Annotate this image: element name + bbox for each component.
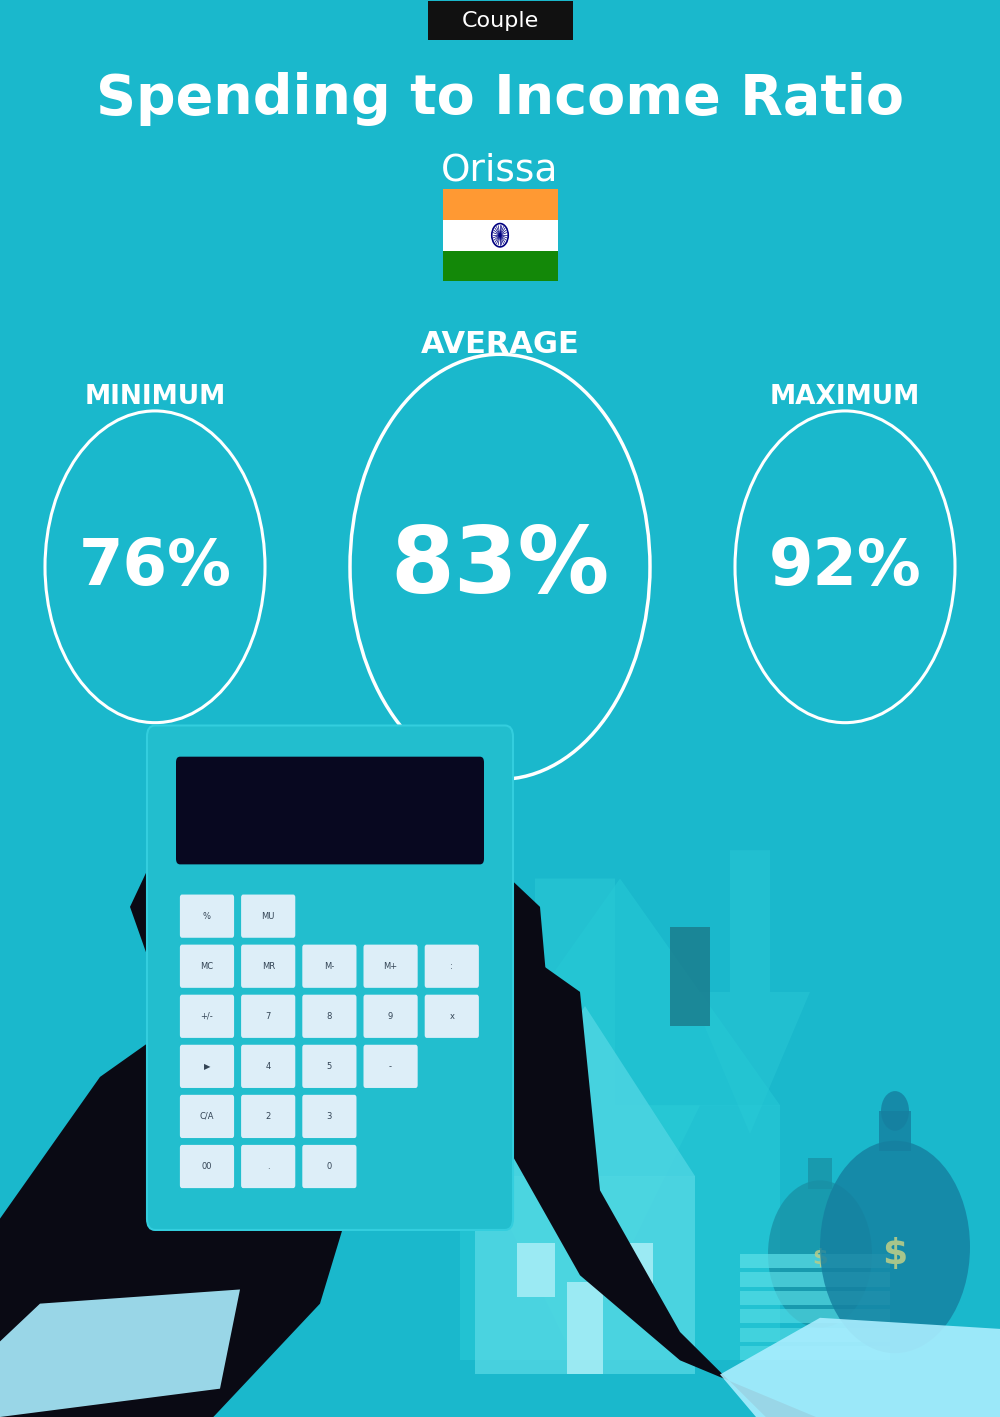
Bar bbox=[442, 251, 558, 281]
Text: 92%: 92% bbox=[769, 536, 921, 598]
Text: MAXIMUM: MAXIMUM bbox=[770, 384, 920, 410]
Polygon shape bbox=[720, 1318, 1000, 1417]
FancyBboxPatch shape bbox=[302, 1044, 356, 1088]
Text: $: $ bbox=[812, 1248, 828, 1268]
Text: x: x bbox=[449, 1012, 454, 1020]
Text: MU: MU bbox=[262, 911, 275, 921]
FancyBboxPatch shape bbox=[363, 945, 418, 988]
FancyBboxPatch shape bbox=[241, 995, 295, 1037]
Polygon shape bbox=[460, 879, 780, 1105]
FancyBboxPatch shape bbox=[180, 1044, 234, 1088]
FancyBboxPatch shape bbox=[241, 1044, 295, 1088]
Polygon shape bbox=[690, 850, 810, 1134]
Text: Couple: Couple bbox=[461, 10, 539, 31]
Text: M+: M+ bbox=[384, 962, 398, 971]
Circle shape bbox=[768, 1180, 872, 1328]
Polygon shape bbox=[0, 964, 380, 1417]
Bar bbox=[740, 1346, 890, 1360]
Polygon shape bbox=[295, 907, 415, 1162]
FancyBboxPatch shape bbox=[302, 1145, 356, 1187]
Bar bbox=[475, 1176, 695, 1374]
FancyBboxPatch shape bbox=[425, 945, 479, 988]
Text: 3: 3 bbox=[327, 1112, 332, 1121]
Text: 4: 4 bbox=[266, 1061, 271, 1071]
FancyBboxPatch shape bbox=[180, 995, 234, 1037]
Text: MC: MC bbox=[200, 962, 214, 971]
FancyBboxPatch shape bbox=[180, 945, 234, 988]
Bar bbox=[442, 188, 558, 220]
Text: 0: 0 bbox=[327, 1162, 332, 1170]
Text: -: - bbox=[389, 1061, 392, 1071]
Polygon shape bbox=[0, 1289, 240, 1417]
FancyBboxPatch shape bbox=[425, 995, 479, 1037]
Polygon shape bbox=[130, 765, 380, 1049]
Polygon shape bbox=[450, 879, 700, 1360]
Text: 8: 8 bbox=[327, 1012, 332, 1020]
Text: ▶: ▶ bbox=[204, 1061, 210, 1071]
Polygon shape bbox=[410, 850, 550, 1077]
Text: 83%: 83% bbox=[390, 521, 610, 612]
Text: +/-: +/- bbox=[201, 1012, 213, 1020]
Bar bbox=[670, 927, 710, 1026]
Bar bbox=[567, 1282, 603, 1374]
Bar bbox=[442, 220, 558, 251]
Text: $: $ bbox=[882, 1237, 908, 1271]
Bar bbox=[740, 1254, 890, 1268]
Text: %: % bbox=[203, 911, 211, 921]
Bar bbox=[740, 1309, 890, 1323]
FancyBboxPatch shape bbox=[363, 995, 418, 1037]
Text: AVERAGE: AVERAGE bbox=[421, 330, 579, 359]
Bar bbox=[615, 1243, 653, 1297]
FancyBboxPatch shape bbox=[180, 1095, 234, 1138]
FancyBboxPatch shape bbox=[363, 1044, 418, 1088]
Circle shape bbox=[881, 1091, 909, 1131]
Text: 00: 00 bbox=[202, 1162, 212, 1170]
Polygon shape bbox=[475, 1006, 695, 1176]
FancyBboxPatch shape bbox=[241, 1145, 295, 1187]
FancyBboxPatch shape bbox=[147, 726, 513, 1230]
FancyBboxPatch shape bbox=[241, 945, 295, 988]
FancyBboxPatch shape bbox=[180, 894, 234, 938]
Bar bbox=[808, 1158, 832, 1189]
Bar bbox=[879, 1111, 911, 1151]
FancyBboxPatch shape bbox=[302, 995, 356, 1037]
Bar bbox=[740, 1272, 890, 1287]
FancyBboxPatch shape bbox=[302, 945, 356, 988]
Text: 5: 5 bbox=[327, 1061, 332, 1071]
Bar bbox=[740, 1291, 890, 1305]
Text: Orissa: Orissa bbox=[441, 152, 559, 188]
Circle shape bbox=[499, 234, 501, 237]
Text: 9: 9 bbox=[388, 1012, 393, 1020]
Text: :: : bbox=[450, 962, 453, 971]
Text: 76%: 76% bbox=[78, 536, 232, 598]
Text: C/A: C/A bbox=[200, 1112, 214, 1121]
FancyBboxPatch shape bbox=[176, 757, 484, 864]
FancyBboxPatch shape bbox=[180, 1145, 234, 1187]
Polygon shape bbox=[440, 935, 1000, 1417]
Text: .: . bbox=[267, 1162, 270, 1170]
Text: 7: 7 bbox=[266, 1012, 271, 1020]
Text: M-: M- bbox=[324, 962, 335, 971]
Bar bbox=[740, 1328, 890, 1342]
FancyBboxPatch shape bbox=[428, 1, 572, 40]
Text: Spending to Income Ratio: Spending to Income Ratio bbox=[96, 72, 904, 126]
Text: 2: 2 bbox=[266, 1112, 271, 1121]
Text: MR: MR bbox=[262, 962, 275, 971]
Circle shape bbox=[820, 1141, 970, 1353]
Text: MINIMUM: MINIMUM bbox=[84, 384, 226, 410]
Bar bbox=[517, 1243, 555, 1297]
FancyBboxPatch shape bbox=[241, 894, 295, 938]
FancyBboxPatch shape bbox=[302, 1095, 356, 1138]
Bar bbox=[460, 1105, 780, 1360]
FancyBboxPatch shape bbox=[241, 1095, 295, 1138]
